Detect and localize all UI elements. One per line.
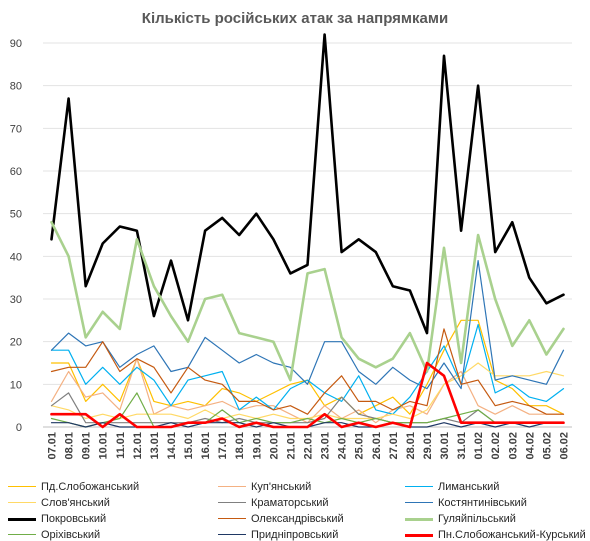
legend: Пд.Слобожанський Куп'янський Лиманський Сло…: [0, 478, 590, 541]
series-line: [50, 358, 565, 424]
y-tick-label: 90: [10, 38, 22, 50]
x-tick-label: 27.01: [388, 432, 400, 460]
legend-swatch: [405, 518, 433, 521]
x-tick-label: 24.01: [337, 432, 349, 460]
y-tick-label: 50: [10, 209, 22, 221]
x-tick-label: 19.01: [251, 432, 263, 460]
legend-swatch: [218, 534, 246, 535]
series-line: [50, 324, 565, 415]
legend-swatch: [405, 502, 433, 503]
legend-label: Оріхівський: [41, 529, 101, 541]
x-tick-label: 10.01: [98, 432, 110, 460]
x-tick-label: 28.01: [405, 432, 417, 460]
y-tick-label: 40: [10, 251, 22, 263]
x-tick-label: 09.01: [81, 432, 93, 460]
y-tick-label: 70: [10, 123, 22, 135]
legend-label: Лиманський: [438, 481, 500, 493]
x-axis-ticks: 07.01 08.01 09.01 10.01 11.01 12.01 13.01 14.01…: [47, 432, 571, 460]
chart-title: Кількість російських атак за напрямками: [141, 10, 449, 27]
y-tick-label: 30: [10, 294, 22, 306]
y-axis-ticks: 0 10 20 30 40 50 60 70 80 90: [10, 38, 22, 434]
legend-swatch: [218, 502, 246, 503]
legend-swatch: [8, 502, 36, 503]
x-tick-label: 29.01: [422, 432, 434, 460]
x-tick-label: 06.02: [558, 432, 570, 460]
legend-label: Слов'янський: [41, 497, 110, 509]
x-tick-label: 03.02: [507, 432, 519, 460]
legend-label: Куп'янський: [251, 481, 312, 493]
legend-label: Пд.Слобожанський: [41, 481, 140, 493]
x-tick-label: 04.02: [524, 432, 536, 460]
x-tick-label: 11.01: [115, 432, 127, 459]
line-chart: 0 10 20 30 40 50 60 70 80 90 07.01 08.01 09.01 10.01…: [10, 33, 572, 460]
x-tick-label: 02.02: [490, 432, 502, 460]
x-tick-label: 01.02: [473, 432, 485, 460]
legend-label: Олександрівський: [251, 513, 344, 525]
x-tick-label: 08.01: [64, 432, 76, 460]
x-tick-label: 18.01: [234, 432, 246, 460]
x-tick-label: 15.01: [183, 432, 195, 460]
legend-label: Придніпровський: [251, 529, 339, 541]
x-tick-label: 21.01: [285, 432, 297, 460]
series-line: [50, 319, 565, 415]
y-tick-label: 80: [10, 81, 22, 93]
x-tick-label: 31.01: [456, 432, 468, 460]
y-tick-label: 0: [16, 422, 22, 434]
legend-swatch: [8, 486, 36, 487]
legend-label: Гуляйпільський: [438, 513, 516, 525]
legend-label: Пн.Слобожанський-Курський: [438, 529, 586, 541]
x-tick-label: 12.01: [132, 432, 144, 460]
legend-swatch: [218, 486, 246, 487]
series-lines: [50, 33, 565, 429]
series-line: [50, 220, 565, 382]
series-line: [50, 328, 565, 415]
y-tick-label: 20: [10, 337, 22, 349]
x-tick-label: 25.01: [354, 432, 366, 460]
x-tick-label: 07.01: [47, 432, 59, 460]
series-line: [50, 33, 565, 335]
legend-swatch: [8, 534, 36, 535]
x-tick-label: 13.01: [149, 432, 161, 460]
legend-swatch: [405, 486, 433, 487]
x-tick-label: 17.01: [217, 432, 229, 460]
x-tick-label: 26.01: [371, 432, 383, 460]
x-tick-label: 22.01: [303, 432, 315, 460]
legend-swatch: [8, 518, 36, 521]
series-line: [50, 361, 565, 429]
series-line: [50, 260, 565, 390]
x-tick-label: 05.02: [541, 432, 553, 460]
series-line: [50, 392, 565, 428]
legend-label: Покровський: [41, 513, 107, 525]
legend-label: Краматорський: [251, 497, 329, 509]
x-tick-label: 30.01: [439, 432, 451, 460]
x-tick-label: 20.01: [268, 432, 280, 460]
legend-swatch: [218, 518, 246, 519]
y-tick-label: 60: [10, 166, 22, 178]
x-tick-label: 23.01: [320, 432, 332, 460]
x-tick-label: 14.01: [166, 432, 178, 460]
legend-label: Костянтинівський: [438, 497, 527, 509]
y-tick-label: 10: [10, 379, 22, 391]
legend-swatch: [405, 534, 433, 537]
x-tick-label: 16.01: [200, 432, 212, 460]
